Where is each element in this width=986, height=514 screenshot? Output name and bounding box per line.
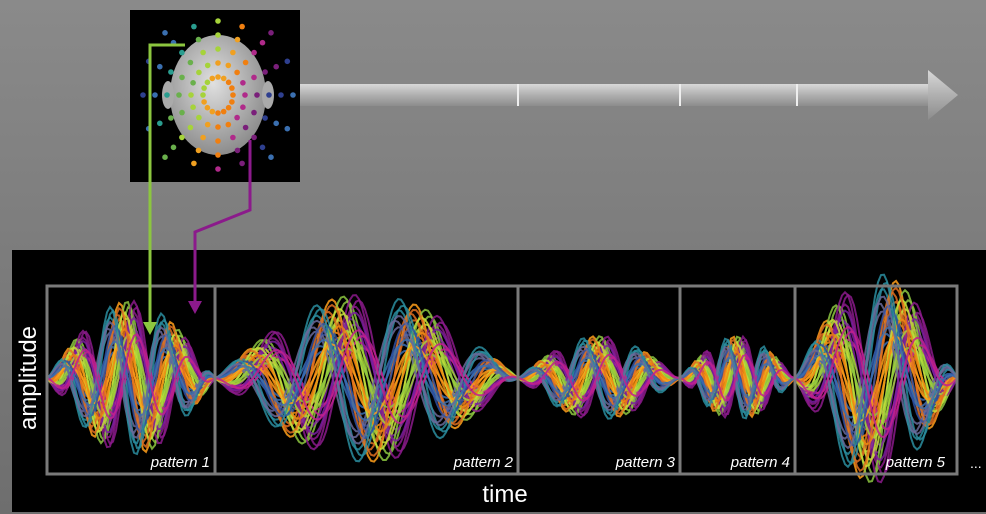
electrode xyxy=(205,80,211,86)
electrode xyxy=(152,92,158,98)
electrode xyxy=(171,145,177,151)
electrode xyxy=(243,60,249,66)
electrode xyxy=(179,50,185,56)
electrode xyxy=(262,69,268,75)
electrode xyxy=(278,92,284,98)
electrode xyxy=(234,70,240,76)
electrode xyxy=(140,92,146,98)
electrode xyxy=(215,46,221,52)
electrode xyxy=(200,92,206,98)
electrode xyxy=(196,148,202,154)
electrode xyxy=(226,63,232,69)
electrode xyxy=(201,99,207,105)
electrode xyxy=(268,154,274,160)
electrode xyxy=(176,92,182,98)
electrode xyxy=(230,50,236,56)
electrode xyxy=(157,121,163,127)
electrode xyxy=(191,24,197,30)
electrode xyxy=(285,126,291,132)
electrode xyxy=(285,59,291,65)
electrode xyxy=(196,37,202,43)
pattern-label: pattern 5 xyxy=(885,454,946,471)
electrode xyxy=(226,80,232,86)
electrode xyxy=(254,92,260,98)
electrode xyxy=(229,85,235,91)
electrode xyxy=(235,148,241,154)
electrode xyxy=(164,92,170,98)
electrode xyxy=(226,105,232,111)
electrode xyxy=(196,70,202,76)
electrode xyxy=(221,109,227,115)
electrode xyxy=(266,92,272,98)
pattern-label: pattern 1 xyxy=(150,454,210,471)
pattern-label: pattern 3 xyxy=(615,454,676,471)
electrode xyxy=(234,115,240,121)
electrode xyxy=(196,115,202,121)
electrode xyxy=(235,37,241,43)
electrode xyxy=(251,135,257,141)
electrode xyxy=(205,63,211,69)
electrode xyxy=(251,50,257,56)
electrode xyxy=(190,80,196,86)
electrode xyxy=(240,104,246,110)
electrode xyxy=(179,135,185,141)
electrode xyxy=(242,92,248,98)
electrode xyxy=(215,152,221,158)
eeg-head xyxy=(130,10,300,182)
electrode xyxy=(200,135,206,141)
electrode xyxy=(188,125,194,131)
electrode xyxy=(210,109,216,115)
electrode xyxy=(226,122,232,128)
electrode xyxy=(157,64,163,70)
electrode xyxy=(229,99,235,105)
electrode xyxy=(273,121,279,127)
y-axis-label: amplitude xyxy=(15,326,42,430)
illustration: pattern 1 pattern 2 pattern 3 pattern 4 … xyxy=(0,0,986,514)
electrode xyxy=(215,18,221,24)
electrode xyxy=(260,40,266,46)
electrode xyxy=(179,75,185,81)
electrode xyxy=(205,105,211,111)
electrode xyxy=(188,60,194,66)
electrode xyxy=(179,110,185,116)
electrode xyxy=(188,92,194,98)
electrode xyxy=(240,80,246,86)
electrode xyxy=(215,74,221,80)
electrode xyxy=(268,30,274,36)
pattern-label: pattern 2 xyxy=(453,454,514,471)
electrode xyxy=(243,125,249,131)
electrode xyxy=(168,115,174,121)
electrode xyxy=(239,161,245,167)
electrode xyxy=(215,32,221,38)
electrode xyxy=(273,64,279,70)
electrode xyxy=(162,30,168,36)
electrode xyxy=(251,110,257,116)
electrode xyxy=(162,154,168,160)
ellipsis: ... xyxy=(970,455,982,471)
electrode xyxy=(210,76,216,82)
electrode xyxy=(260,145,266,151)
electrode xyxy=(221,76,227,82)
electrode xyxy=(230,135,236,141)
electrode xyxy=(168,69,174,75)
electrode xyxy=(239,24,245,30)
electrode xyxy=(290,92,296,98)
electrode xyxy=(215,138,221,144)
electrode xyxy=(215,166,221,172)
electrode xyxy=(215,124,221,130)
electrode xyxy=(191,161,197,167)
electrode xyxy=(230,92,236,98)
electrode xyxy=(262,115,268,121)
electrode xyxy=(205,122,211,128)
electrode xyxy=(190,104,196,110)
electrode xyxy=(201,85,207,91)
electrode xyxy=(215,60,221,66)
electrode xyxy=(251,75,257,81)
pattern-label: pattern 4 xyxy=(730,454,790,471)
electrode xyxy=(200,50,206,56)
electrode xyxy=(215,110,221,116)
x-axis-label: time xyxy=(482,481,527,508)
